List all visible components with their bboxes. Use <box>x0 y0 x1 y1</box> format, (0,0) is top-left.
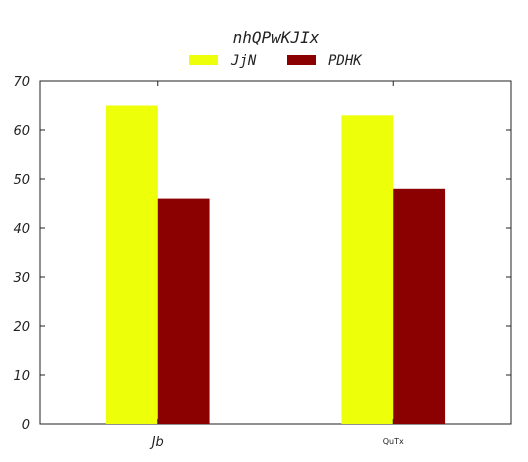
bar-PDHK-Jb <box>157 198 210 424</box>
legend-swatch-PDHK <box>287 55 316 65</box>
x-tick-label: Jb <box>149 435 164 450</box>
x-tick-label: QuTx <box>383 437 404 446</box>
legend-swatch-JjN <box>189 55 218 65</box>
plot-frame <box>39 80 512 425</box>
y-tick-label: 60 <box>13 124 30 139</box>
y-tick-label: 0 <box>22 418 30 433</box>
bar-PDHK-QuTx <box>393 188 446 424</box>
y-tick-label: 10 <box>13 369 30 384</box>
y-tick-label: 70 <box>13 75 30 90</box>
bar-JjN-QuTx <box>341 115 394 425</box>
y-tick-label: 50 <box>13 173 30 188</box>
bar-JjN-Jb <box>105 105 158 424</box>
y-tick-label: 30 <box>13 271 30 286</box>
plot-area: 0 10 20 30 40 50 60 70 Jb QuTx <box>13 75 512 450</box>
y-tick-label: 40 <box>13 222 30 237</box>
chart-title: nhQPwKJIx <box>233 28 320 47</box>
legend: JjN PDHK <box>189 53 363 69</box>
legend-label: PDHK <box>328 53 363 69</box>
y-tick-label: 20 <box>13 320 30 335</box>
legend-label: JjN <box>230 53 257 69</box>
